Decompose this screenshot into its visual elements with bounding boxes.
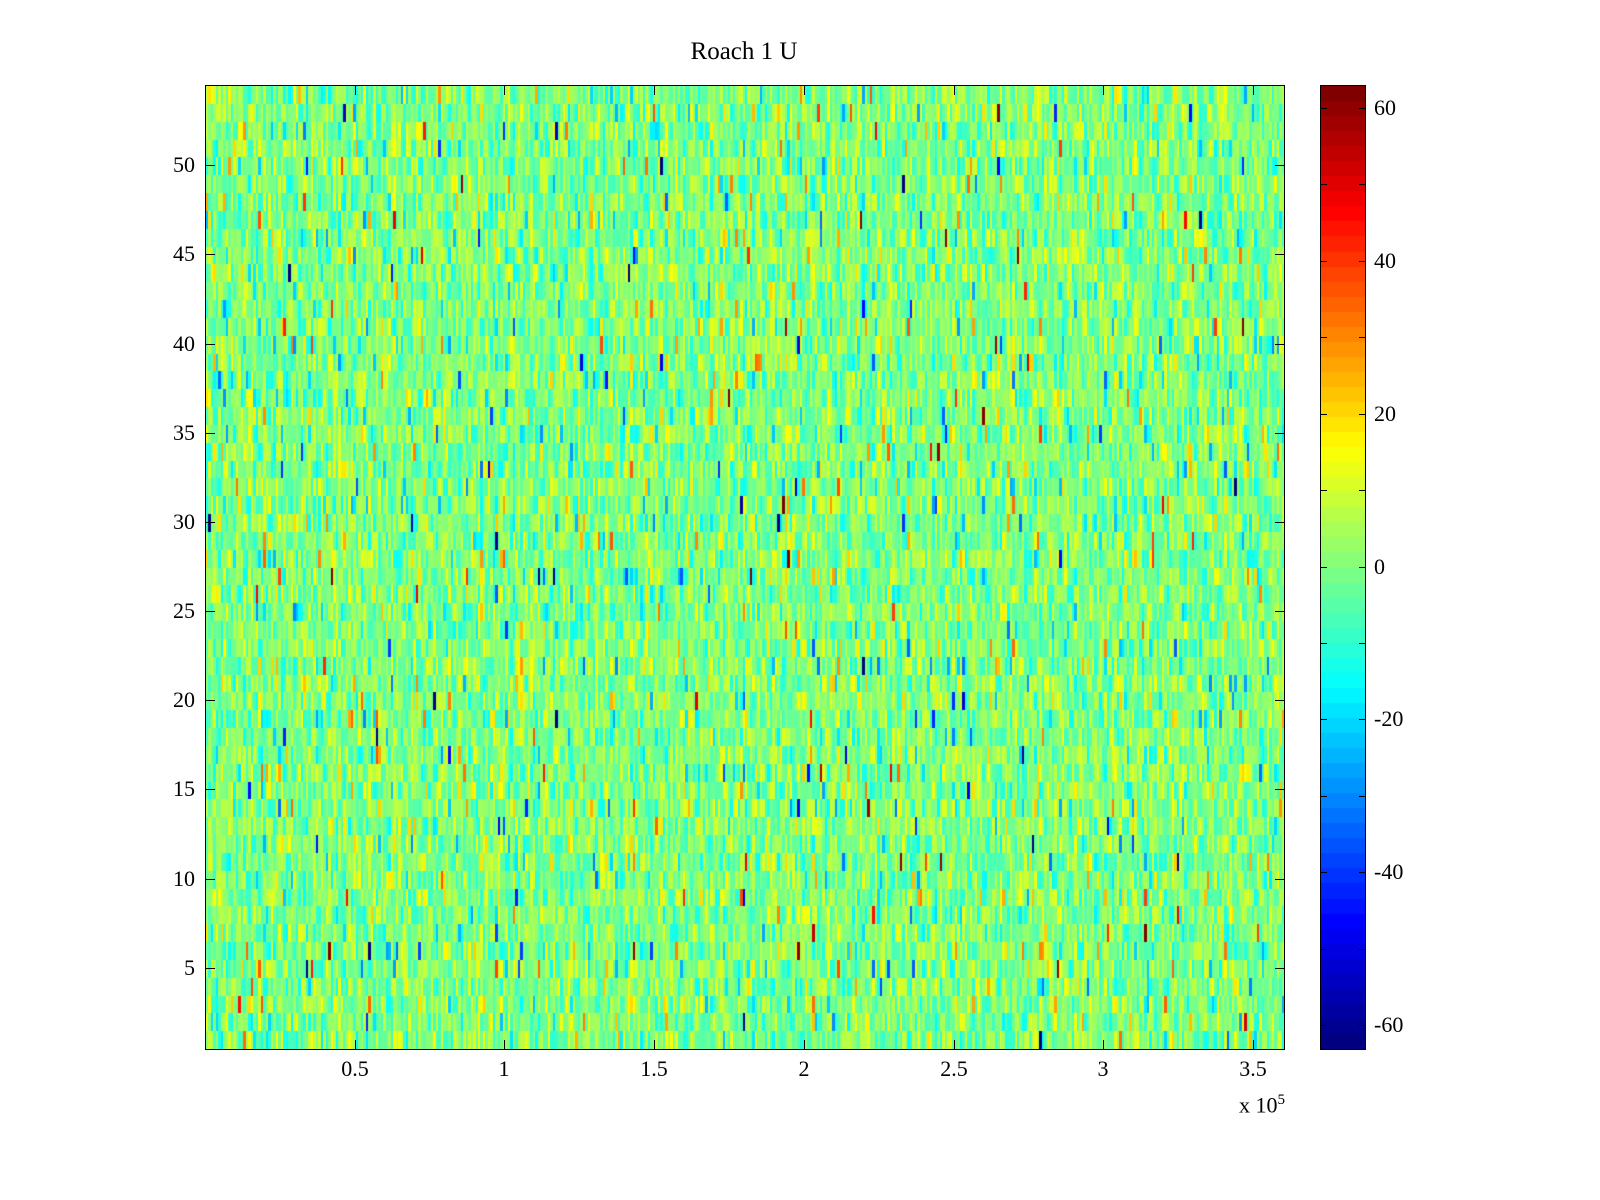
y-tick-label: 25 [173,598,195,623]
y-axis-tick [206,433,215,434]
y-axis-tick [206,968,215,969]
y-tick-label: 45 [173,241,195,266]
y-axis-tick-right [1275,344,1284,345]
colorbar-tick-label: -60 [1374,1012,1404,1037]
y-axis-tick-right [1275,968,1284,969]
x-tick-label: 3.5 [1239,1056,1267,1081]
plot-title: Roach 1 U [690,38,798,65]
colorbar-tick [1321,567,1327,568]
x-axis-tick-top [355,86,356,95]
x-axis-tick [654,1040,655,1049]
colorbar-tick-right [1359,184,1365,185]
y-axis-tick [206,700,215,701]
colorbar-tick-right [1359,490,1365,491]
x-exponent-base: x 10 [1239,1092,1278,1118]
y-axis-tick-right [1275,700,1284,701]
colorbar-tick-right [1359,643,1365,644]
colorbar-tick [1321,261,1327,262]
y-tick-label: 10 [173,866,195,891]
colorbar-tick [1321,108,1327,109]
y-axis-tick-right [1275,165,1284,166]
colorbar-tick [1321,719,1327,720]
x-tick-label: 2.5 [940,1056,968,1081]
colorbar-tick-right [1359,337,1365,338]
colorbar-tick-label: -40 [1374,859,1404,884]
colorbar-tick-right [1359,108,1365,109]
x-tick-label: 3 [1097,1056,1109,1081]
colorbar-tick-label: 60 [1374,95,1396,120]
x-axis-tick [804,1040,805,1049]
x-axis-tick [1253,1040,1254,1049]
colorbar-tick-right [1359,719,1365,720]
y-axis-tick-right [1275,254,1284,255]
colorbar-tick [1321,1025,1327,1026]
x-tick-label: 1 [498,1056,510,1081]
y-tick-label: 50 [173,152,195,177]
y-axis-tick-right [1275,611,1284,612]
x-tick-label: 2 [798,1056,810,1081]
x-axis-tick-top [804,86,805,95]
y-axis-tick-right [1275,789,1284,790]
heatmap-canvas [206,86,1284,1049]
y-axis-tick [206,344,215,345]
x-axis-tick-top [1103,86,1104,95]
y-axis-tick [206,611,215,612]
y-axis-tick [206,789,215,790]
y-axis-tick-right [1275,879,1284,880]
colorbar-tick-right [1359,872,1365,873]
x-axis-tick [355,1040,356,1049]
colorbar-tick [1321,184,1327,185]
y-tick-label: 5 [184,955,195,980]
colorbar-tick-right [1359,949,1365,950]
colorbar-tick-right [1359,796,1365,797]
colorbar-tick [1321,796,1327,797]
x-axis-tick [1103,1040,1104,1049]
y-tick-label: 30 [173,509,195,534]
x-axis-exponent-label: x 105 [1150,1092,1285,1118]
y-tick-label: 20 [173,687,195,712]
colorbar-tick [1321,949,1327,950]
x-axis-tick-top [954,86,955,95]
colorbar [1320,85,1366,1050]
colorbar-tick-right [1359,414,1365,415]
colorbar-tick-label: 20 [1374,401,1396,426]
y-tick-label: 15 [173,776,195,801]
y-axis-tick [206,879,215,880]
y-axis-tick-right [1275,522,1284,523]
x-axis-tick-top [504,86,505,95]
colorbar-tick [1321,414,1327,415]
colorbar-tick [1321,643,1327,644]
colorbar-tick-label: 0 [1374,554,1385,579]
y-tick-label: 40 [173,331,195,356]
x-axis-tick-top [654,86,655,95]
colorbar-tick-right [1359,567,1365,568]
heatmap-plot-area [205,85,1285,1050]
colorbar-tick-label: 40 [1374,248,1396,273]
x-axis-tick [954,1040,955,1049]
x-exponent-power: 5 [1277,1092,1286,1108]
x-axis-tick-top [1253,86,1254,95]
colorbar-tick-label: -20 [1374,706,1404,731]
x-axis-tick [504,1040,505,1049]
y-axis-tick [206,165,215,166]
y-tick-label: 35 [173,420,195,445]
colorbar-tick [1321,337,1327,338]
colorbar-canvas [1321,86,1365,1049]
colorbar-tick [1321,490,1327,491]
x-tick-label: 0.5 [341,1056,369,1081]
y-axis-tick-right [1275,433,1284,434]
colorbar-tick-right [1359,261,1365,262]
x-tick-label: 1.5 [640,1056,668,1081]
colorbar-tick [1321,872,1327,873]
colorbar-tick-right [1359,1025,1365,1026]
y-axis-tick [206,254,215,255]
y-axis-tick [206,522,215,523]
